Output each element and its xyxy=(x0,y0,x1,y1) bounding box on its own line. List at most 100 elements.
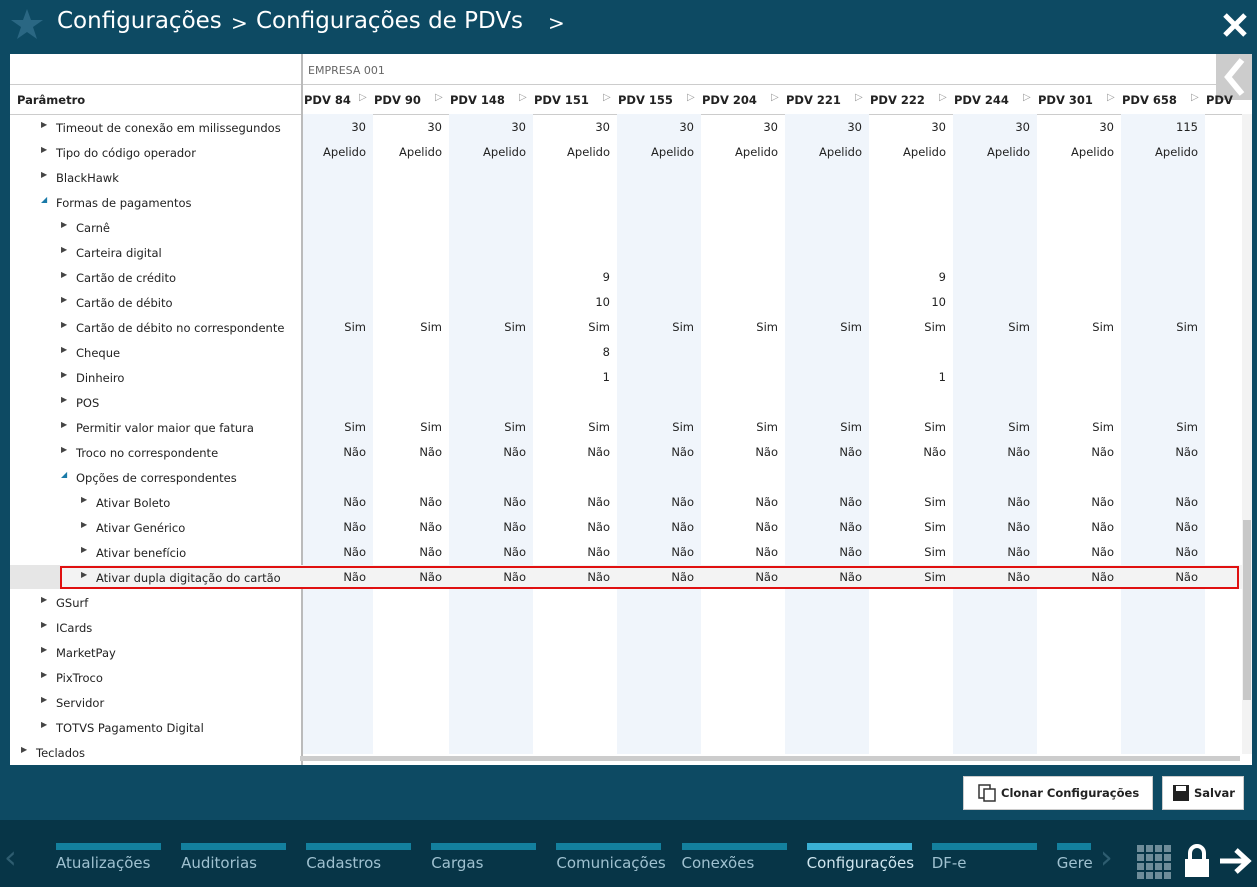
column-header[interactable]: PDV 90 xyxy=(374,93,421,107)
cell-value[interactable]: Não xyxy=(587,445,610,459)
cell-value[interactable]: Não xyxy=(343,445,366,459)
sort-arrow[interactable]: ▷ xyxy=(939,92,947,103)
expand-toggle[interactable]: ▶ xyxy=(81,570,88,579)
cell-value[interactable]: 30 xyxy=(1099,120,1114,134)
cell-value[interactable]: Apelido xyxy=(323,145,366,159)
row-label[interactable]: POS xyxy=(76,396,100,410)
cell-value[interactable]: Sim xyxy=(672,320,694,334)
expand-toggle[interactable]: ▶ xyxy=(81,495,88,504)
cell-value[interactable]: Não xyxy=(587,545,610,559)
row-label[interactable]: ICards xyxy=(56,621,93,635)
cell-value[interactable]: 9 xyxy=(602,270,610,284)
collapse-toggle[interactable]: ◢ xyxy=(61,470,68,479)
column-header[interactable]: PDV 301 xyxy=(1038,93,1093,107)
clone-button[interactable]: Clonar Configurações xyxy=(963,776,1153,810)
cell-value[interactable]: Não xyxy=(1175,495,1198,509)
lock-icon[interactable] xyxy=(1183,844,1211,878)
cell-value[interactable]: 1 xyxy=(602,370,610,384)
row-label[interactable]: Timeout de conexão em milissegundos xyxy=(56,121,281,135)
sort-arrow[interactable]: ▷ xyxy=(687,92,695,103)
column-header[interactable]: PDV 84 xyxy=(304,93,351,107)
sort-arrow[interactable]: ▷ xyxy=(603,92,611,103)
expand-toggle[interactable]: ▶ xyxy=(41,620,48,629)
cell-value[interactable]: 1 xyxy=(938,370,946,384)
column-header[interactable]: PDV 658 xyxy=(1122,93,1177,107)
cell-value[interactable]: Não xyxy=(343,520,366,534)
cell-value[interactable]: Não xyxy=(1007,445,1030,459)
cell-value[interactable]: Sim xyxy=(924,495,946,509)
cell-value[interactable]: Sim xyxy=(840,320,862,334)
cell-value[interactable]: Não xyxy=(671,495,694,509)
sort-arrow[interactable]: ▷ xyxy=(359,92,367,103)
column-header[interactable]: PDV 155 xyxy=(618,93,673,107)
cell-value[interactable]: Sim xyxy=(1092,320,1114,334)
cell-value[interactable]: Sim xyxy=(756,420,778,434)
save-button[interactable]: Salvar xyxy=(1162,776,1244,810)
cell-value[interactable]: Não xyxy=(755,520,778,534)
column-header[interactable]: PDV 244 xyxy=(954,93,1009,107)
cell-value[interactable]: Não xyxy=(419,445,442,459)
expand-toggle[interactable]: ▶ xyxy=(81,545,88,554)
cell-value[interactable]: 30 xyxy=(595,120,610,134)
sort-arrow[interactable]: ▷ xyxy=(855,92,863,103)
cell-value[interactable]: Não xyxy=(1007,520,1030,534)
cell-value[interactable]: Não xyxy=(503,570,526,584)
row-label[interactable]: Formas de pagamentos xyxy=(56,196,192,210)
nav-item[interactable]: Configurações xyxy=(806,854,915,872)
sort-arrow[interactable]: ▷ xyxy=(1107,92,1115,103)
cell-value[interactable]: 10 xyxy=(931,295,946,309)
cell-value[interactable]: Não xyxy=(419,495,442,509)
close-button[interactable] xyxy=(1222,12,1248,38)
row-label[interactable]: Carteira digital xyxy=(76,246,162,260)
expand-toggle[interactable]: ▶ xyxy=(81,520,88,529)
nav-item[interactable]: Cadastros xyxy=(306,854,382,872)
expand-toggle[interactable]: ▶ xyxy=(41,145,48,154)
expand-toggle[interactable]: ▶ xyxy=(61,270,68,279)
expand-toggle[interactable]: ▶ xyxy=(61,395,68,404)
column-header[interactable]: PDV 204 xyxy=(702,93,757,107)
nav-item[interactable]: Atualizações xyxy=(56,854,151,872)
row-label[interactable]: Servidor xyxy=(56,696,105,710)
cell-value[interactable]: Sim xyxy=(924,545,946,559)
cell-value[interactable]: Não xyxy=(839,520,862,534)
cell-value[interactable]: Não xyxy=(1091,545,1114,559)
cell-value[interactable]: 30 xyxy=(351,120,366,134)
apps-icon[interactable] xyxy=(1137,845,1171,879)
expand-toggle[interactable]: ▶ xyxy=(61,295,68,304)
cell-value[interactable]: 9 xyxy=(938,270,946,284)
nav-item[interactable]: Gere xyxy=(1056,854,1093,872)
cell-value[interactable]: Sim xyxy=(420,420,442,434)
row-label[interactable]: MarketPay xyxy=(56,646,116,660)
expand-toggle[interactable]: ▶ xyxy=(41,695,48,704)
expand-toggle[interactable]: ▶ xyxy=(61,345,68,354)
cell-value[interactable]: Não xyxy=(587,495,610,509)
cell-value[interactable]: Sim xyxy=(1008,420,1030,434)
cell-value[interactable]: Não xyxy=(1091,495,1114,509)
row-label[interactable]: Carnê xyxy=(76,221,110,235)
cell-value[interactable]: 30 xyxy=(679,120,694,134)
cell-value[interactable]: Sim xyxy=(344,420,366,434)
nav-item[interactable]: DF-e xyxy=(931,854,967,872)
cell-value[interactable]: Apelido xyxy=(735,145,778,159)
cell-value[interactable]: Sim xyxy=(840,420,862,434)
cell-value[interactable]: Sim xyxy=(1176,320,1198,334)
cell-value[interactable]: Sim xyxy=(504,420,526,434)
cell-value[interactable]: Não xyxy=(1007,495,1030,509)
expand-toggle[interactable]: ▶ xyxy=(41,720,48,729)
cell-value[interactable]: Sim xyxy=(924,570,946,584)
row-label[interactable]: Dinheiro xyxy=(76,371,125,385)
expand-toggle[interactable]: ▶ xyxy=(41,595,48,604)
cell-value[interactable]: Não xyxy=(1175,445,1198,459)
cell-value[interactable]: 8 xyxy=(602,345,610,359)
row-label[interactable]: Cartão de débito xyxy=(76,296,173,310)
cell-value[interactable]: Não xyxy=(503,445,526,459)
cell-value[interactable]: Sim xyxy=(504,320,526,334)
expand-toggle[interactable]: ▶ xyxy=(41,170,48,179)
cell-value[interactable]: Sim xyxy=(924,320,946,334)
cell-value[interactable]: Sim xyxy=(672,420,694,434)
cell-value[interactable]: Apelido xyxy=(651,145,694,159)
cell-value[interactable]: Não xyxy=(1175,570,1198,584)
row-label[interactable]: Ativar dupla digitação do cartão xyxy=(96,571,281,585)
cell-value[interactable]: 10 xyxy=(595,295,610,309)
cell-value[interactable]: Não xyxy=(755,495,778,509)
